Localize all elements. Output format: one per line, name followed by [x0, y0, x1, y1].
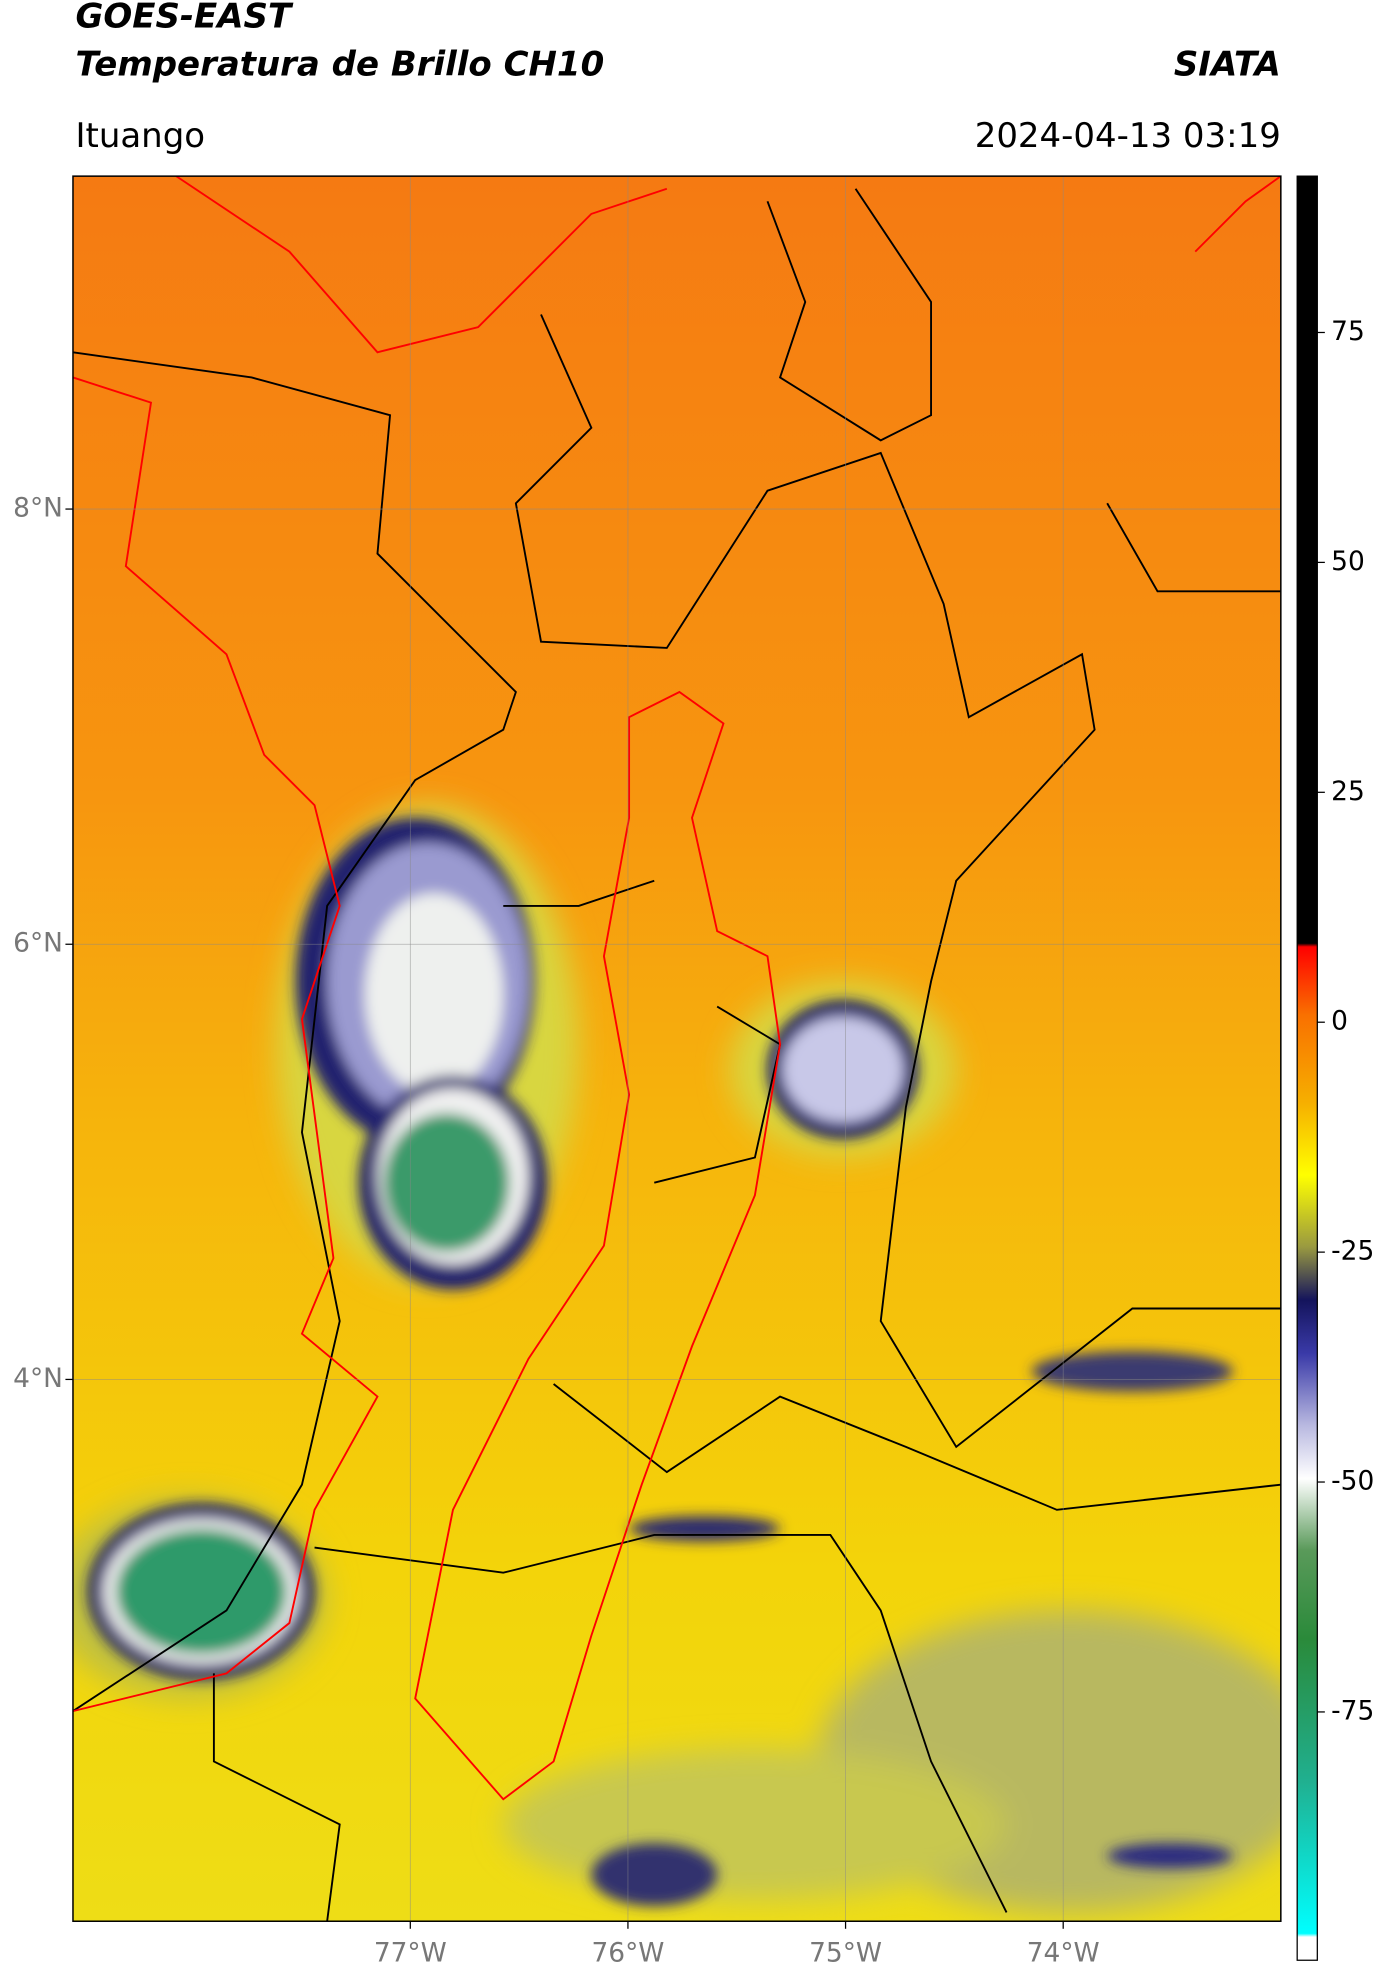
colorbar-tick-label: -75	[1331, 1695, 1374, 1726]
colorbar-tick-label: -50	[1331, 1466, 1374, 1497]
colorbar	[1296, 175, 1318, 1961]
colorbar-tick-label: 50	[1331, 546, 1365, 577]
title: GOES-EAST	[75, 0, 293, 37]
y-tick-label: 4°N	[13, 1363, 63, 1394]
y-tick-label: 6°N	[13, 928, 63, 959]
colorbar-tick-label: 75	[1331, 316, 1365, 347]
colorbar-tick-label: -25	[1331, 1236, 1374, 1267]
location: Ituango	[75, 116, 205, 156]
organization: SIATA	[1174, 44, 1281, 84]
x-tick-label: 75°W	[809, 1937, 882, 1968]
graticule	[72, 176, 1281, 1922]
x-tick-label: 74°W	[1027, 1937, 1100, 1968]
subtitle: Temperatura de Brillo CH10	[75, 44, 604, 84]
x-tick-label: 76°W	[591, 1937, 664, 1968]
x-tick-label: 77°W	[374, 1937, 447, 1968]
colorbar-tick-label: 0	[1331, 1006, 1348, 1037]
datetime: 2024-04-13 03:19	[975, 116, 1281, 156]
map-image	[72, 176, 1281, 1922]
map-frame	[72, 175, 1282, 1922]
y-tick-label: 8°N	[13, 493, 63, 524]
colorbar-tick-label: 25	[1331, 776, 1365, 807]
